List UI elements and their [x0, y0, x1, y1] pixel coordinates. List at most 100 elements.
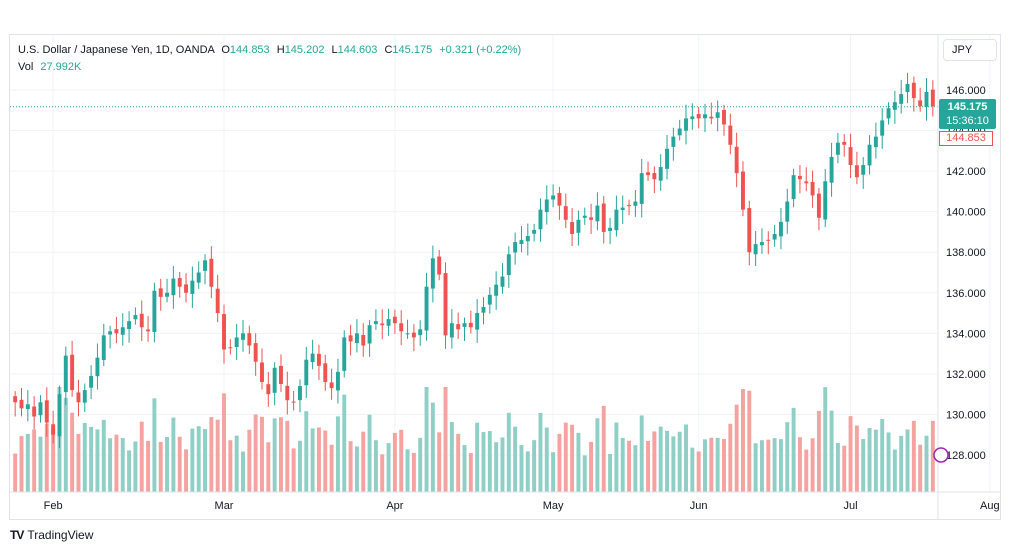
candle-body: [234, 337, 239, 348]
candle-body: [63, 355, 68, 393]
volume-bar: [823, 387, 828, 492]
candle-body: [260, 362, 264, 382]
volume-bar: [386, 443, 391, 492]
volume-bar: [348, 441, 353, 492]
close-label: C: [384, 44, 393, 56]
volume-bar: [215, 419, 220, 492]
volume-bar: [405, 449, 410, 492]
candle-body: [690, 116, 695, 120]
volume-bar: [279, 417, 283, 492]
candle-body: [70, 354, 75, 391]
candle-body: [481, 306, 486, 313]
volume-bar: [32, 429, 37, 492]
candle-body: [722, 110, 726, 125]
candle-body: [329, 382, 334, 389]
candle-body: [89, 375, 94, 388]
volume-bar: [114, 434, 119, 492]
volume-bar: [354, 446, 359, 492]
tradingview-logo[interactable]: TV TradingView: [10, 528, 93, 542]
candle-body: [538, 209, 543, 230]
symbol-title[interactable]: U.S. Dollar / Japanese Yen, 1D, OANDA: [18, 44, 215, 56]
volume-bar: [392, 432, 397, 492]
candle-body: [494, 284, 499, 296]
volume-bar: [880, 419, 885, 492]
volume-bar: [696, 451, 701, 492]
volume-bar: [70, 412, 75, 492]
volume-bar: [25, 433, 30, 492]
volume-bar: [190, 428, 195, 492]
candle-body: [456, 324, 461, 330]
candle-body: [228, 347, 233, 349]
candle-body: [114, 329, 119, 334]
candle-body: [551, 195, 556, 200]
time-tick-label: Apr: [386, 500, 403, 512]
volume-bar: [772, 438, 777, 492]
candle-body: [747, 208, 752, 253]
candle-body: [741, 171, 745, 210]
volume-bar: [924, 435, 929, 492]
volume-bar: [44, 423, 49, 492]
volume-bar: [241, 451, 245, 492]
candle-body: [601, 203, 606, 232]
volume-bar: [177, 436, 182, 492]
candle-body: [646, 172, 651, 176]
price-tick-label: 134.000: [946, 328, 986, 340]
candle-body: [165, 292, 170, 297]
volume-bar: [652, 431, 657, 492]
volume-bar: [19, 436, 24, 492]
candle-body: [728, 125, 733, 145]
currency-button[interactable]: JPY: [943, 39, 997, 61]
volume-bar: [260, 416, 264, 492]
candle-body: [335, 371, 340, 391]
volume-bar: [816, 410, 821, 492]
volume-bar: [13, 453, 18, 492]
volume-bar: [285, 420, 290, 492]
price-tick-label: 136.000: [946, 288, 986, 300]
candle-body: [500, 276, 505, 287]
price-tick-label: 130.000: [946, 409, 986, 421]
current-price-value: 145.175: [947, 101, 988, 113]
candle-body: [342, 337, 347, 371]
candle-body: [475, 313, 480, 330]
candle-body: [677, 128, 682, 136]
candle-body: [95, 357, 100, 377]
candle-body: [418, 329, 423, 336]
candle-body: [892, 102, 897, 110]
volume-bar: [335, 416, 340, 492]
volume-bar: [158, 441, 163, 492]
candle-body: [842, 141, 847, 145]
candle-body: [861, 165, 866, 175]
candle-body: [785, 201, 790, 222]
volume-bar: [741, 389, 745, 492]
volume-bar: [785, 422, 790, 492]
candle-body: [519, 240, 524, 245]
volume-row: Vol 27.992K: [18, 59, 521, 76]
price-tick-label: 128.000: [946, 450, 986, 462]
candle-body: [867, 144, 872, 166]
candle-body: [614, 209, 619, 231]
candle-body: [835, 142, 840, 155]
candle-body: [506, 254, 511, 276]
volume-bar: [627, 440, 632, 492]
candle-body: [279, 365, 283, 385]
candle-body: [380, 323, 385, 326]
volume-bar: [310, 428, 315, 492]
low-label: L: [331, 44, 338, 56]
volume-bars: [13, 387, 935, 492]
candle-body: [899, 94, 904, 104]
volume-bar: [582, 455, 587, 492]
volume-bar: [608, 453, 613, 492]
volume-bar: [810, 438, 815, 492]
volume-bar: [867, 427, 872, 492]
candle-body: [873, 136, 878, 148]
volume-bar: [804, 449, 809, 492]
candle-body: [462, 323, 467, 327]
volume-bar: [639, 415, 644, 492]
volume-bar: [563, 422, 568, 492]
candle-body: [633, 201, 638, 206]
open-price-tag: 144.853: [939, 131, 993, 146]
candle-body: [38, 402, 43, 416]
volume-bar: [456, 433, 461, 492]
volume-bar: [842, 445, 847, 492]
